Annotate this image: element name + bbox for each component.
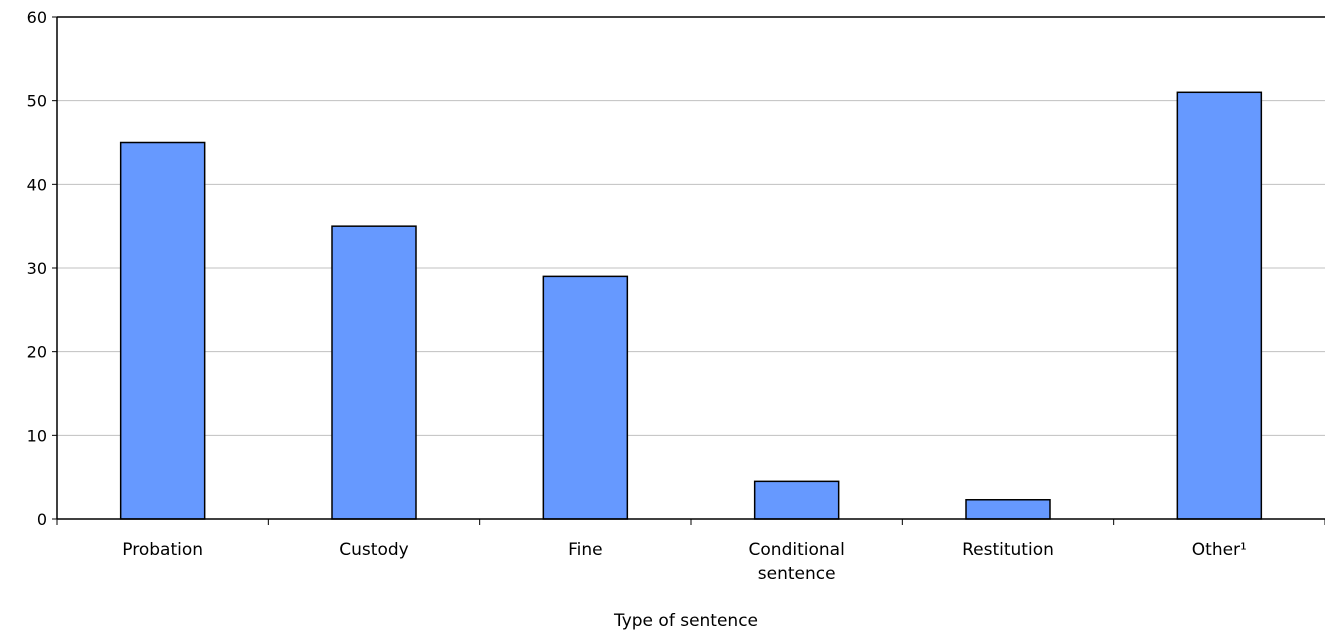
x-category-label-line: sentence xyxy=(758,564,836,584)
y-tick-label: 20 xyxy=(27,343,47,362)
gridlines xyxy=(57,16,1325,436)
x-category-label-line: Conditional xyxy=(749,540,845,560)
x-axis-title: Type of sentence xyxy=(613,611,758,631)
bar xyxy=(331,225,417,520)
x-category-label-line: Custody xyxy=(339,540,408,560)
y-tick-label: 10 xyxy=(27,426,47,445)
y-tick-labels: 0 10 20 30 40 50 60 xyxy=(27,8,47,529)
x-category-label-line: Restitution xyxy=(962,540,1054,560)
x-category-label: Conditional sentence xyxy=(749,540,845,584)
x-category-label: Other¹ xyxy=(1192,540,1247,560)
y-tick-label: 0 xyxy=(37,510,47,529)
axes xyxy=(52,16,1325,525)
x-category-label: Restitution xyxy=(962,540,1054,560)
bars xyxy=(119,91,1263,520)
bar xyxy=(542,275,629,520)
y-tick-label: 50 xyxy=(27,92,47,111)
y-tick-label: 40 xyxy=(27,175,47,194)
x-category-label: Custody xyxy=(339,540,408,560)
bar xyxy=(965,499,1051,520)
y-tick-label: 30 xyxy=(27,259,47,278)
x-category-label: Probation xyxy=(122,540,203,560)
bar xyxy=(753,480,840,520)
x-category-label-line: Other¹ xyxy=(1192,540,1247,560)
y-tick-label: 60 xyxy=(27,8,47,27)
bar xyxy=(1176,91,1263,520)
x-category-labels: Probation Custody Fine Conditional sentence R… xyxy=(122,540,1247,584)
x-category-label-line: Fine xyxy=(568,540,603,560)
x-category-label: Fine xyxy=(568,540,603,560)
bar xyxy=(119,141,206,520)
x-category-label-line: Probation xyxy=(122,540,203,560)
